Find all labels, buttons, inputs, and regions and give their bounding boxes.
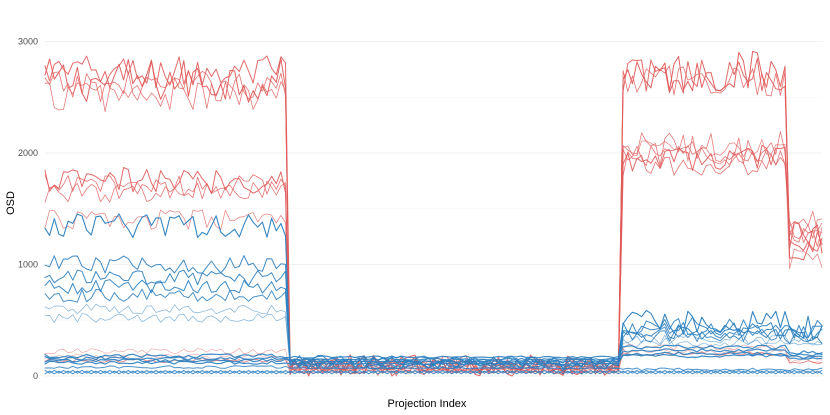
series-line-blue bbox=[44, 269, 823, 364]
series-line-blue bbox=[44, 313, 823, 370]
series-line-blue bbox=[44, 365, 823, 372]
y-axis-ticks: 0 1000 2000 3000 bbox=[18, 36, 38, 381]
series-line-blue bbox=[44, 344, 823, 359]
series-line-red bbox=[44, 145, 823, 373]
grid bbox=[45, 41, 822, 377]
x-axis-title: Projection Index bbox=[388, 398, 467, 410]
series-line-blue bbox=[44, 348, 823, 361]
series-line-blue bbox=[44, 351, 823, 363]
series-line-red bbox=[44, 151, 823, 373]
y-tick-label: 0 bbox=[33, 371, 38, 381]
series-line-blue bbox=[44, 353, 823, 366]
series-line-red bbox=[44, 144, 823, 372]
series-line-red bbox=[44, 139, 823, 374]
y-tick-label: 2000 bbox=[18, 148, 38, 158]
y-tick-label: 1000 bbox=[18, 259, 38, 269]
series-line-blue bbox=[44, 288, 823, 369]
series-line-blue bbox=[44, 369, 823, 374]
y-axis-title: OSD bbox=[5, 191, 17, 215]
series-line-blue bbox=[44, 370, 823, 375]
series-group bbox=[44, 51, 823, 377]
series-line-blue bbox=[44, 213, 823, 370]
series-line-red bbox=[44, 77, 823, 377]
y-tick-label: 3000 bbox=[18, 36, 38, 46]
